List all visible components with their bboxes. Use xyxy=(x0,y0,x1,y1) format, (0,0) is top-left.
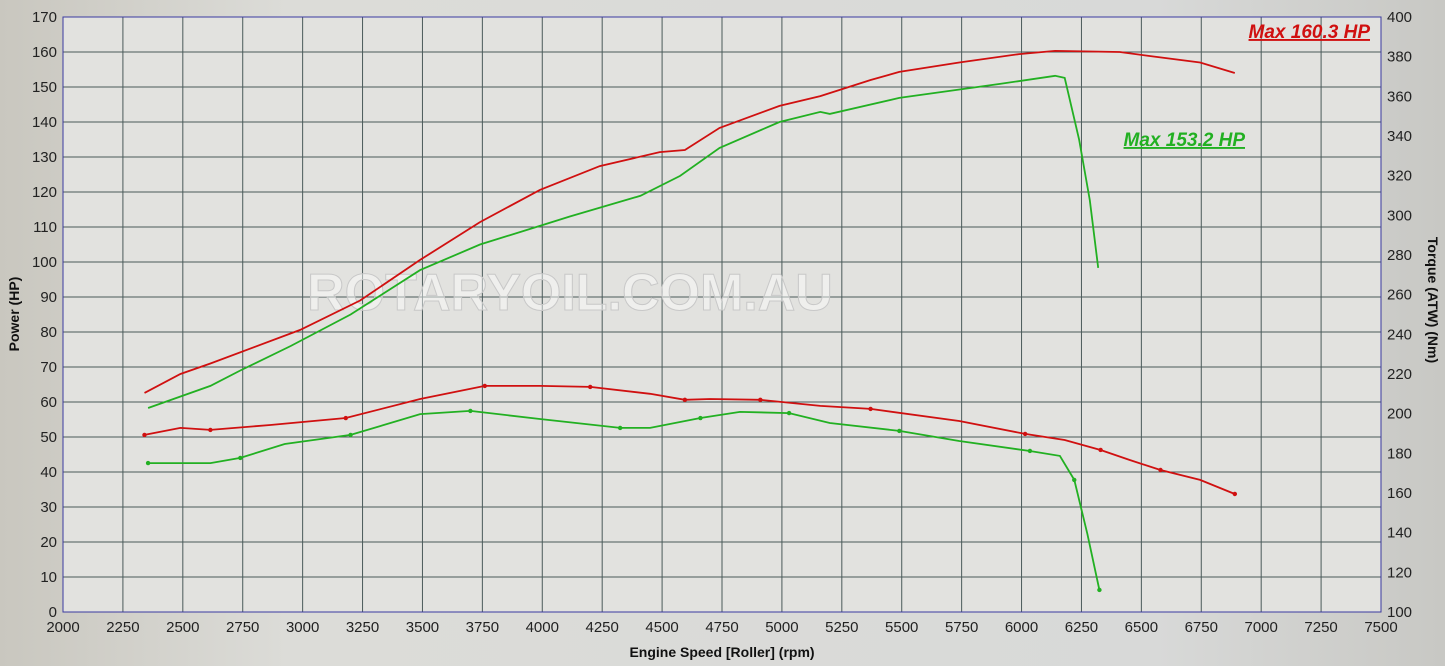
y-tick-label: 100 xyxy=(32,254,57,271)
y2-tick-label: 300 xyxy=(1387,207,1412,224)
y2-tick-label: 360 xyxy=(1387,88,1412,105)
x-tick-label: 5750 xyxy=(945,619,978,636)
y-tick-label: 160 xyxy=(32,44,57,61)
x-tick-label: 6750 xyxy=(1185,619,1218,636)
x-tick-label: 4750 xyxy=(705,619,738,636)
data-point xyxy=(1098,447,1103,453)
x-tick-label: 6250 xyxy=(1065,619,1098,636)
data-point xyxy=(1232,491,1238,497)
x-tick-label: 7250 xyxy=(1304,619,1337,636)
data-point xyxy=(482,383,487,389)
x-tick-label: 6000 xyxy=(1005,619,1038,636)
series-line-power-1 xyxy=(147,74,1100,409)
x-tick-label: 7000 xyxy=(1244,619,1277,636)
y-tick-label: 150 xyxy=(32,79,57,96)
y2-tick-label: 400 xyxy=(1387,9,1412,26)
data-point xyxy=(1027,448,1033,454)
series-line-power-0 xyxy=(144,49,1236,394)
data-point xyxy=(208,427,213,433)
x-tick-label: 5000 xyxy=(765,619,798,636)
x-tick-label: 3750 xyxy=(466,619,499,636)
data-point xyxy=(145,460,151,466)
x-tick-label: 4250 xyxy=(585,619,618,636)
y2-tick-label: 260 xyxy=(1387,287,1412,304)
y-tick-label: 20 xyxy=(40,534,57,551)
max-green-annotation: Max 153.2 HP xyxy=(1124,130,1246,151)
y-tick-label: 40 xyxy=(40,464,57,481)
y2-tick-label: 160 xyxy=(1387,485,1412,502)
x-tick-label: 4500 xyxy=(645,619,678,636)
data-point xyxy=(682,397,688,402)
y2-axis-label: Torque (ATW) (Nm) xyxy=(1425,237,1441,363)
data-point xyxy=(348,432,353,438)
y2-tick-label: 180 xyxy=(1387,445,1412,462)
data-point xyxy=(588,384,593,390)
x-tick-label: 2250 xyxy=(106,619,139,636)
x-tick-label: 3000 xyxy=(286,619,319,636)
y-tick-label: 10 xyxy=(40,569,57,586)
y2-tick-label: 240 xyxy=(1387,326,1412,343)
y-tick-label: 0 xyxy=(49,604,57,621)
x-tick-label: 5250 xyxy=(825,619,858,636)
x-tick-label: 6500 xyxy=(1125,619,1158,636)
data-point xyxy=(1072,477,1077,483)
y-tick-label: 30 xyxy=(40,499,57,516)
data-point xyxy=(617,425,623,431)
data-point xyxy=(897,428,902,434)
data-point xyxy=(142,432,147,438)
y-axis-label: Power (HP) xyxy=(6,277,22,352)
x-tick-label: 3500 xyxy=(406,619,439,636)
y-tick-label: 110 xyxy=(33,219,57,236)
data-point xyxy=(786,410,792,416)
y2-tick-label: 220 xyxy=(1387,366,1412,383)
y2-tick-label: 340 xyxy=(1387,128,1412,145)
y-tick-label: 120 xyxy=(32,184,57,201)
y2-tick-label: 100 xyxy=(1387,604,1412,621)
y2-tick-label: 140 xyxy=(1387,525,1412,542)
y2-tick-label: 320 xyxy=(1387,168,1412,185)
y-tick-label: 80 xyxy=(40,324,57,341)
y2-tick-label: 280 xyxy=(1387,247,1412,264)
data-point xyxy=(1097,587,1102,593)
y-tick-label: 50 xyxy=(40,429,57,446)
series-line-torque-2 xyxy=(144,384,1236,495)
x-tick-label: 3250 xyxy=(346,619,379,636)
data-point xyxy=(868,406,873,412)
x-tick-label: 2750 xyxy=(226,619,259,636)
x-axis-label: Engine Speed [Roller] (rpm) xyxy=(629,644,814,660)
x-tick-label: 2000 xyxy=(46,619,79,636)
data-point xyxy=(698,415,703,421)
data-point xyxy=(1158,467,1163,473)
data-point xyxy=(468,408,473,414)
y2-tick-label: 380 xyxy=(1387,49,1412,66)
data-point xyxy=(758,397,763,402)
y-tick-label: 170 xyxy=(32,9,57,26)
watermark: ROTARYOIL.COM.AU xyxy=(307,264,833,322)
x-tick-label: 5500 xyxy=(885,619,918,636)
data-point xyxy=(343,415,348,421)
y-tick-label: 60 xyxy=(40,394,57,411)
x-tick-label: 2500 xyxy=(166,619,199,636)
y-tick-label: 130 xyxy=(32,149,57,166)
max-red-annotation: Max 160.3 HP xyxy=(1249,22,1371,43)
y-tick-label: 140 xyxy=(32,114,57,131)
y2-tick-label: 120 xyxy=(1387,564,1412,581)
data-point xyxy=(1022,431,1028,437)
x-tick-label: 7500 xyxy=(1364,619,1397,636)
y-tick-label: 70 xyxy=(40,359,57,376)
data-point xyxy=(238,455,243,461)
plot-border xyxy=(62,16,1382,613)
x-tick-label: 4000 xyxy=(526,619,559,636)
y-tick-label: 90 xyxy=(40,289,57,306)
y2-tick-label: 200 xyxy=(1387,406,1412,423)
